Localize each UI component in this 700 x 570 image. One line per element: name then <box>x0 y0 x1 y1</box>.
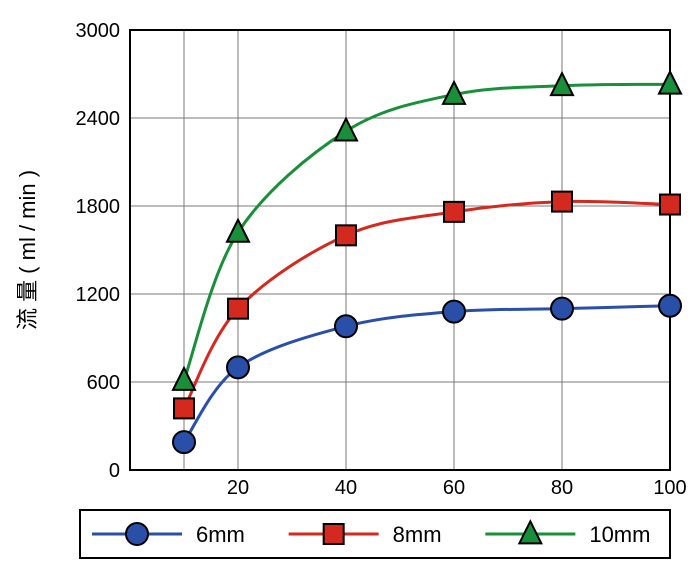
y-axis-title: 流 量 ( ml / min ) <box>15 170 40 330</box>
x-tick-label: 20 <box>227 477 249 499</box>
legend-label-6mm: 6mm <box>196 522 245 547</box>
x-tick-label: 60 <box>443 477 465 499</box>
chart-svg: 20 40 60 80 100 0 600 1200 1800 2400 3000 流 量 ( ml … <box>0 0 700 570</box>
x-tick-label: 80 <box>551 477 573 499</box>
y-tick-label: 0 <box>109 460 120 482</box>
flow-rate-chart: 20 40 60 80 100 0 600 1200 1800 2400 3000 流 量 ( ml … <box>0 0 700 570</box>
y-tick-label: 2400 <box>76 108 121 130</box>
y-tick-label: 1800 <box>76 196 121 218</box>
y-tick-label: 1200 <box>76 284 121 306</box>
y-tick-label: 3000 <box>76 20 121 42</box>
x-tick-label: 100 <box>653 477 686 499</box>
y-tick-label: 600 <box>87 372 120 394</box>
legend-label-10mm: 10mm <box>589 522 650 547</box>
x-tick-label: 40 <box>335 477 357 499</box>
legend-label-8mm: 8mm <box>393 522 442 547</box>
